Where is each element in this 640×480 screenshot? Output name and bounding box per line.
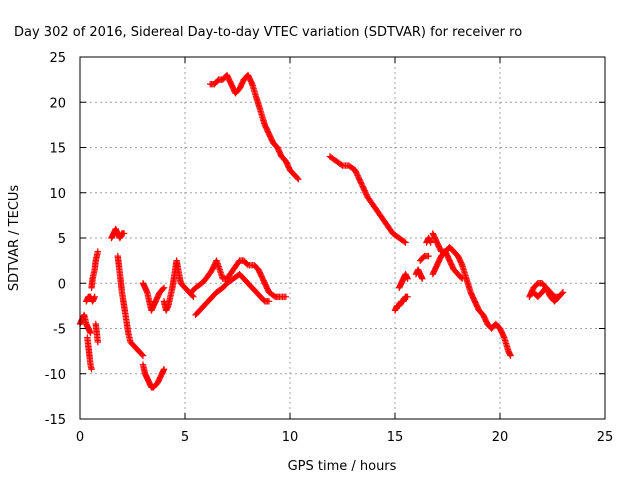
tick-marks bbox=[79, 56, 606, 420]
y-tick-label: -5 bbox=[53, 323, 66, 338]
data-segment-18 bbox=[417, 252, 432, 264]
data-point bbox=[120, 230, 128, 237]
data-segment-22 bbox=[530, 284, 562, 305]
chart-title: Day 302 of 2016, Sidereal Day-to-day VTE… bbox=[14, 25, 522, 40]
data-point bbox=[265, 298, 273, 305]
data-segment-16 bbox=[412, 266, 426, 282]
y-tick-label: 25 bbox=[49, 51, 66, 66]
data-point bbox=[459, 275, 466, 282]
data-point bbox=[402, 239, 409, 246]
data-point bbox=[401, 238, 408, 245]
data-segment-10 bbox=[192, 271, 273, 319]
data-segment-15 bbox=[396, 271, 411, 291]
data-point bbox=[91, 293, 98, 301]
data-point bbox=[404, 293, 411, 301]
y-tick-label: 20 bbox=[49, 96, 66, 111]
data-segment-1 bbox=[84, 334, 95, 373]
x-tick-label: 0 bbox=[76, 430, 84, 445]
data-segment-3 bbox=[88, 248, 102, 291]
data-point bbox=[190, 293, 197, 301]
data-segment-20 bbox=[429, 248, 466, 282]
y-axis-label: SDTVAR / TECUs bbox=[7, 185, 22, 292]
data-point bbox=[294, 174, 301, 182]
data-point bbox=[404, 275, 411, 282]
data-point bbox=[554, 294, 561, 302]
data-point bbox=[558, 290, 566, 297]
data-segment-2 bbox=[83, 293, 98, 305]
data-point bbox=[295, 175, 302, 183]
x-tick-label: 25 bbox=[597, 430, 614, 445]
grid bbox=[80, 57, 605, 419]
y-tick-label: 15 bbox=[49, 142, 66, 157]
data-segment-14 bbox=[391, 293, 411, 314]
y-tick-label: 5 bbox=[58, 232, 66, 247]
y-tick-label: 10 bbox=[49, 187, 66, 202]
data-segment-8 bbox=[139, 280, 168, 314]
data-point bbox=[559, 289, 567, 296]
y-tick-label: -15 bbox=[45, 413, 66, 428]
data-segment-9 bbox=[160, 257, 197, 314]
data-segment-5 bbox=[108, 225, 128, 242]
x-tick-label: 5 bbox=[181, 430, 189, 445]
data-point bbox=[138, 351, 146, 358]
data-segment-0 bbox=[76, 311, 94, 337]
data-point bbox=[282, 293, 289, 301]
data-marks bbox=[76, 71, 567, 391]
data-segment-11 bbox=[188, 257, 289, 301]
data-point bbox=[338, 161, 345, 168]
x-tick-label: 10 bbox=[282, 430, 299, 445]
data-point bbox=[139, 352, 147, 359]
x-tick-label: 20 bbox=[492, 430, 509, 445]
data-point bbox=[94, 338, 102, 346]
data-segment-12 bbox=[207, 71, 302, 183]
data-point bbox=[159, 285, 167, 293]
data-segment-6 bbox=[114, 252, 147, 359]
data-point bbox=[507, 352, 514, 359]
data-point bbox=[160, 284, 168, 291]
data-segment-13 bbox=[326, 153, 409, 246]
y-tick-label: -10 bbox=[45, 368, 66, 383]
data-point bbox=[87, 329, 94, 337]
data-point bbox=[425, 252, 432, 260]
data-point bbox=[160, 366, 168, 373]
data-segment-19 bbox=[429, 230, 514, 359]
y-tick-labels: -15 -10 -5 0 5 10 15 20 25 bbox=[45, 51, 66, 428]
x-tick-labels: 0 5 10 15 20 25 bbox=[76, 430, 613, 445]
data-point bbox=[555, 293, 562, 301]
data-segment-7 bbox=[139, 361, 168, 391]
x-axis-label: GPS time / hours bbox=[288, 459, 397, 474]
data-point bbox=[457, 274, 465, 281]
data-segment-17 bbox=[423, 234, 434, 246]
data-point bbox=[419, 275, 426, 282]
y-tick-label: 0 bbox=[58, 277, 66, 292]
data-segment-4 bbox=[92, 320, 102, 346]
data-point bbox=[88, 366, 95, 373]
data-point bbox=[94, 248, 102, 255]
data-point bbox=[427, 239, 434, 246]
x-tick-label: 15 bbox=[387, 430, 404, 445]
